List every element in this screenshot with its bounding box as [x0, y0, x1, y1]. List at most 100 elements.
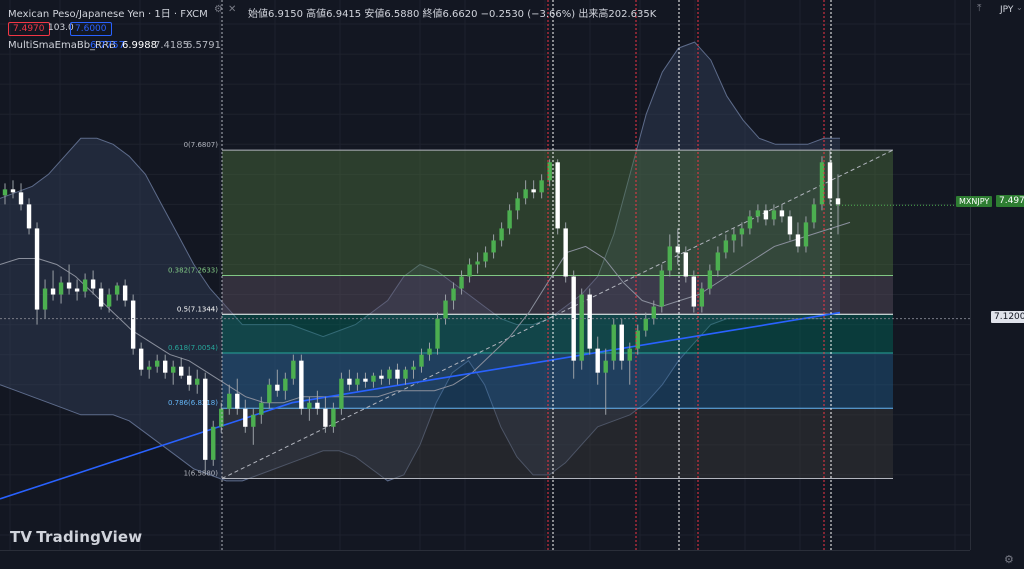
tradingview-watermark: 𝗧𝗩 TradingView	[10, 528, 142, 546]
candle-body	[227, 393, 232, 409]
close-icon[interactable]: ✕	[228, 4, 237, 15]
candle-body	[267, 384, 272, 403]
candle-body	[683, 252, 689, 277]
candle-body	[563, 228, 568, 277]
fib-zone	[222, 408, 893, 479]
candle-body	[651, 306, 656, 319]
candle-body	[146, 366, 152, 370]
candle-body	[507, 210, 512, 229]
candle-body	[299, 360, 304, 409]
indicator-name[interactable]: MultiSmaEmaBb_RRB	[8, 40, 116, 51]
candle-body	[106, 294, 112, 307]
indicator-value-2: 6.9988	[122, 40, 157, 51]
candle-body	[34, 228, 40, 310]
candle-body	[539, 180, 544, 193]
candle-body	[603, 360, 608, 373]
candle-body	[162, 360, 168, 373]
candle-body	[403, 369, 408, 379]
candle-body	[114, 285, 120, 295]
candle-body	[715, 252, 721, 271]
candle-body	[323, 408, 328, 427]
candle-body	[219, 408, 224, 427]
candle-body	[2, 189, 8, 196]
candle-body	[731, 234, 737, 241]
candle-body	[130, 300, 136, 349]
fib-level-label: 0(7.6807)	[184, 141, 219, 149]
fib-level-label: 0.786(6.8218)	[168, 399, 218, 407]
candle-body	[579, 294, 584, 361]
fib-zone	[222, 275, 893, 315]
candle-body	[675, 246, 681, 253]
fib-zone	[222, 353, 893, 409]
candle-body	[50, 288, 56, 295]
candle-body	[355, 378, 360, 385]
watermark-text: TradingView	[36, 528, 143, 546]
candle-body	[627, 348, 632, 361]
candle-body	[138, 348, 144, 370]
fib-trend-line	[221, 149, 894, 479]
candle-body	[411, 366, 416, 370]
candle-body	[555, 162, 560, 229]
candle-body	[795, 234, 801, 247]
candle-body	[211, 426, 216, 460]
candle-body	[803, 222, 809, 247]
time-axis[interactable]	[0, 550, 970, 569]
collapse-icon[interactable]: ⤒	[977, 3, 982, 14]
candle-body	[723, 240, 729, 253]
candle-body	[771, 210, 777, 220]
candle-body	[787, 216, 793, 235]
candle-body	[98, 288, 104, 307]
crosshair-price-tag: 7.1200	[991, 311, 1024, 323]
candle-body	[499, 228, 504, 241]
candle-body	[587, 294, 592, 349]
candle-body	[58, 282, 64, 295]
candle-body	[475, 261, 480, 265]
currency-label[interactable]: JPY	[1000, 5, 1014, 15]
candle-body	[195, 378, 200, 385]
candle-body	[707, 270, 713, 289]
candle-body	[443, 300, 448, 319]
candle-body	[259, 402, 264, 415]
candle-body	[739, 228, 745, 235]
candle-body	[203, 378, 208, 460]
candle-body	[395, 369, 400, 379]
settings-gear-icon[interactable]: ⚙	[1004, 553, 1014, 566]
price-axis[interactable]	[970, 0, 1024, 550]
candle-body	[387, 369, 392, 379]
candle-body	[179, 366, 184, 376]
chevron-down-icon[interactable]: ⌄	[1016, 3, 1023, 12]
candle-body	[467, 264, 472, 277]
candle-body	[659, 270, 664, 307]
candle-body	[371, 375, 376, 382]
candle-body	[10, 189, 16, 193]
candle-body	[515, 198, 520, 211]
candle-body	[747, 216, 753, 229]
sma200-line	[0, 311, 841, 500]
bid-badge[interactable]: 7.4970	[8, 22, 50, 36]
candle-body	[811, 204, 817, 223]
fib-zone	[222, 314, 893, 354]
ask-badge[interactable]: 7.6000	[70, 22, 112, 36]
candle-body	[827, 162, 833, 199]
candle-body	[547, 162, 552, 181]
tradingview-logo-icon: 𝗧𝗩	[10, 528, 33, 546]
candle-body	[18, 192, 24, 205]
candle-body	[491, 240, 496, 253]
gear-icon[interactable]: ⚙	[214, 4, 223, 15]
candle-body	[339, 378, 344, 409]
candle-body	[243, 408, 248, 427]
candle-body	[251, 414, 256, 427]
bollinger-upper-line	[0, 41, 840, 338]
candle-body	[363, 378, 368, 382]
candle-body	[275, 384, 280, 391]
candle-body	[331, 408, 336, 427]
candle-body	[667, 246, 672, 271]
candle-body	[611, 324, 616, 361]
candle-body	[835, 198, 841, 205]
symbol-title[interactable]: Mexican Peso/Japanese Yen · 1日 · FXCM	[8, 9, 208, 20]
candle-body	[154, 360, 160, 367]
candle-body	[26, 204, 32, 229]
fib-level-label: 0.618(7.0054)	[168, 344, 218, 352]
